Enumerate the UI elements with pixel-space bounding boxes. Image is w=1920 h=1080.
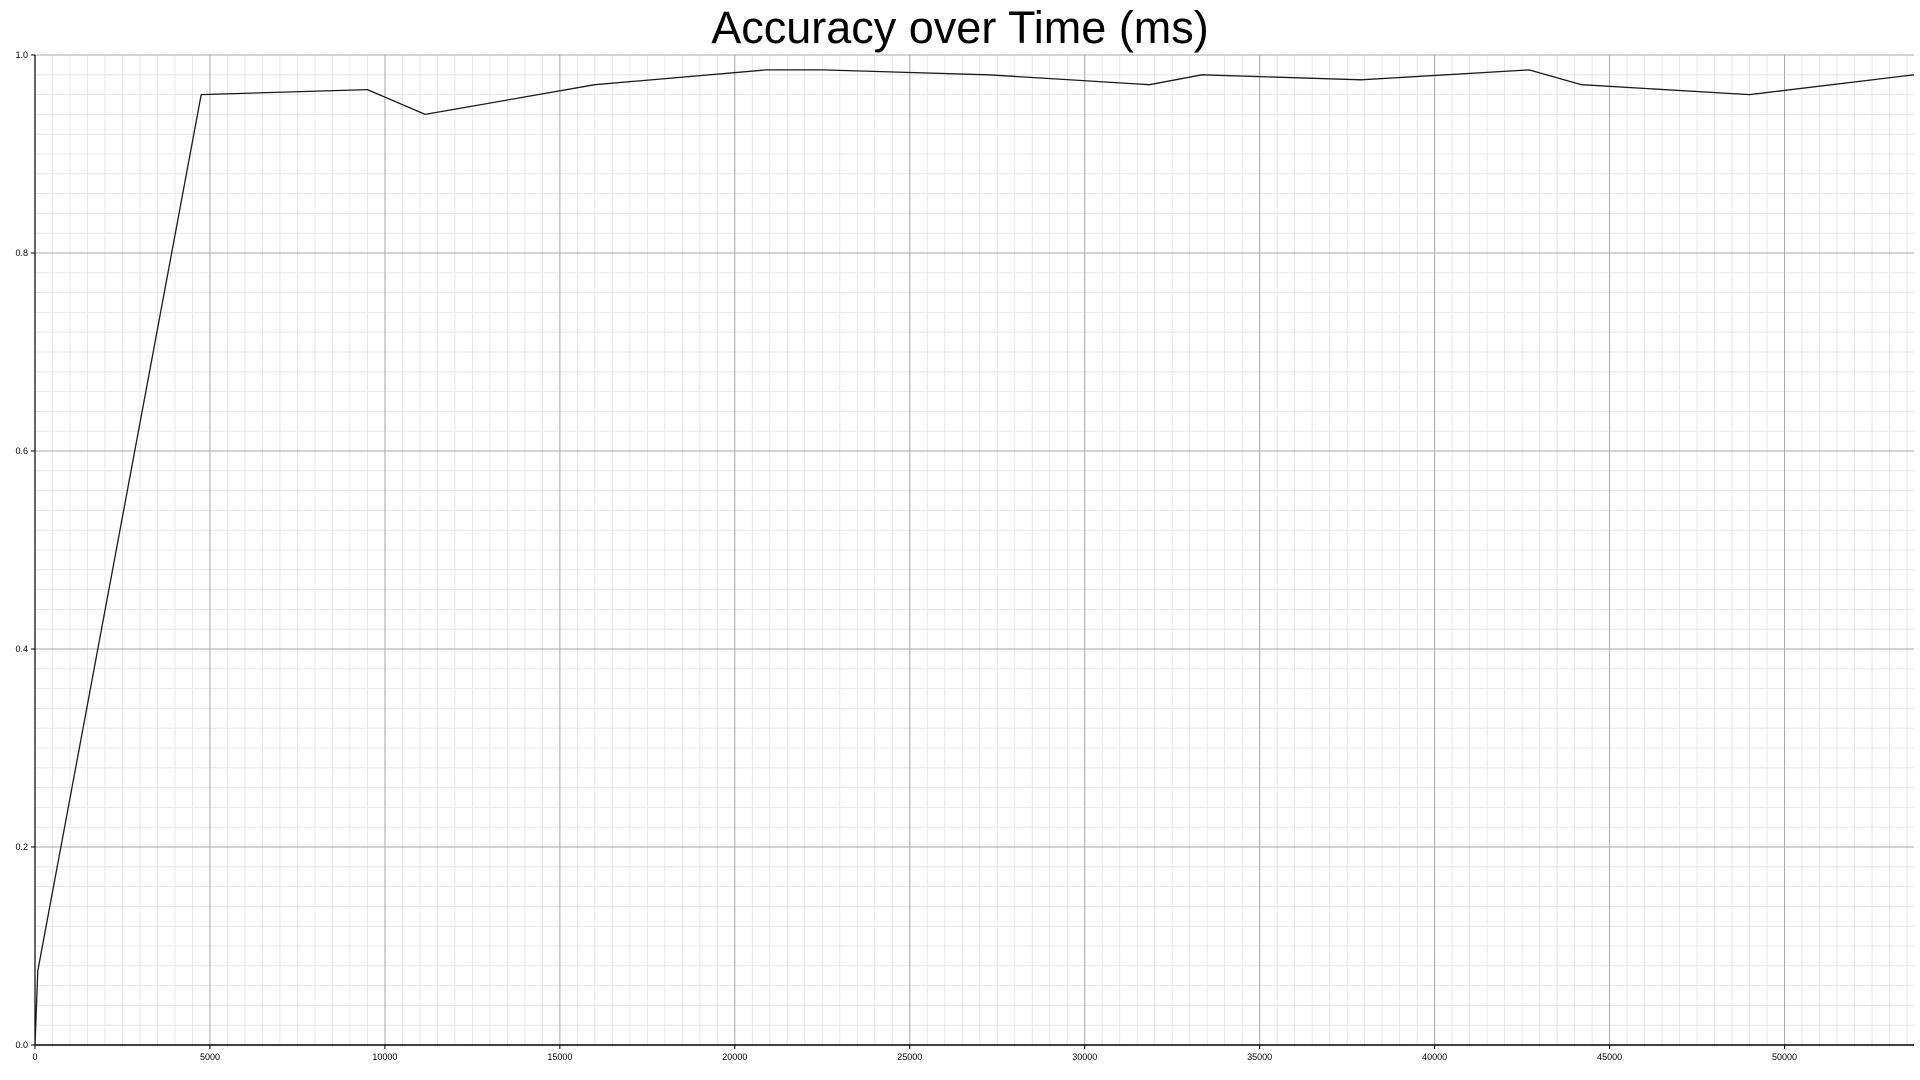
data-point bbox=[1361, 79, 1362, 80]
x-tick-label: 45000 bbox=[1597, 1052, 1622, 1062]
y-tick-label: 1.0 bbox=[15, 50, 28, 60]
x-tick-label: 40000 bbox=[1422, 1052, 1447, 1062]
data-point bbox=[766, 69, 767, 70]
series-line bbox=[34, 69, 1915, 1046]
chart-title: Accuracy over Time (ms) bbox=[711, 2, 1209, 53]
data-point bbox=[37, 970, 38, 971]
data-point bbox=[34, 1044, 35, 1045]
data-point bbox=[822, 69, 823, 70]
data-point bbox=[1749, 94, 1750, 95]
x-tick-label: 5000 bbox=[200, 1052, 220, 1062]
x-tick-label: 15000 bbox=[547, 1052, 572, 1062]
data-point bbox=[594, 84, 595, 85]
x-tick-label: 10000 bbox=[372, 1052, 397, 1062]
y-tick-label: 0.6 bbox=[15, 446, 28, 456]
data-point bbox=[1201, 74, 1202, 75]
y-tick-label: 0.4 bbox=[15, 644, 28, 654]
axes bbox=[31, 54, 1914, 1049]
data-point bbox=[1529, 69, 1530, 70]
data-point bbox=[367, 89, 368, 90]
y-tick-label: 0.2 bbox=[15, 842, 28, 852]
x-tick-label: 50000 bbox=[1772, 1052, 1797, 1062]
major-grid bbox=[34, 54, 1914, 1046]
data-point bbox=[988, 74, 989, 75]
x-tick-label: 25000 bbox=[897, 1052, 922, 1062]
minor-grid bbox=[34, 54, 1914, 1046]
data-point bbox=[425, 114, 426, 115]
data-point bbox=[201, 94, 202, 95]
y-tick-label: 0.0 bbox=[15, 1040, 28, 1050]
x-tick-label: 0 bbox=[32, 1052, 37, 1062]
tick-labels: 0 5000 10000 15000 20000 25000 30000 35000 40000… bbox=[15, 50, 1797, 1062]
x-tick-label: 30000 bbox=[1072, 1052, 1097, 1062]
data-point bbox=[1149, 84, 1150, 85]
data-point bbox=[1581, 84, 1582, 85]
series-layer bbox=[34, 69, 1915, 1046]
y-tick-label: 0.8 bbox=[15, 248, 28, 258]
x-tick-label: 35000 bbox=[1247, 1052, 1272, 1062]
x-tick-label: 20000 bbox=[722, 1052, 747, 1062]
data-point bbox=[1913, 74, 1914, 75]
